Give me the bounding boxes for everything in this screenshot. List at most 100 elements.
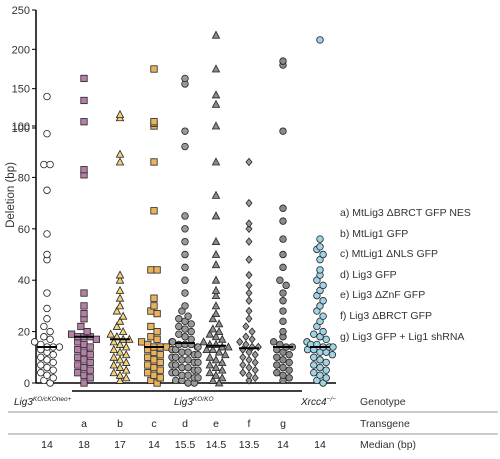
data-point-diamond bbox=[245, 306, 253, 316]
data-point-triangle bbox=[115, 285, 125, 294]
data-point-square bbox=[150, 363, 158, 372]
data-point-circle bbox=[316, 356, 324, 364]
data-points bbox=[30, 30, 337, 387]
data-point-circle bbox=[49, 358, 57, 367]
data-point-circle bbox=[316, 266, 324, 274]
data-point-triangle bbox=[221, 350, 230, 359]
data-point-circle bbox=[37, 361, 45, 369]
data-point-circle bbox=[285, 374, 293, 382]
data-point-square bbox=[144, 361, 152, 369]
data-point-triangle bbox=[217, 334, 227, 343]
data-point-circle bbox=[181, 276, 189, 284]
data-point-diamond bbox=[245, 355, 253, 365]
data-point-square bbox=[77, 322, 85, 331]
data-point-circle bbox=[279, 289, 287, 297]
data-point-triangle bbox=[211, 249, 221, 258]
data-point-circle bbox=[319, 297, 327, 305]
data-point-circle bbox=[316, 371, 324, 379]
data-point-triangle bbox=[211, 99, 221, 108]
legend: a) MtLig3 ΔBRCT GFP NES b) MtLig1 GFP c)… bbox=[340, 203, 498, 347]
data-point-triangle bbox=[211, 260, 221, 269]
data-point-circle bbox=[187, 327, 195, 336]
data-point-triangle bbox=[214, 326, 224, 336]
y-tick-label: 80 bbox=[18, 172, 30, 184]
y-tick-label: 20 bbox=[18, 327, 30, 339]
data-point-triangle bbox=[202, 344, 211, 353]
data-point-circle bbox=[178, 363, 186, 372]
data-point-circle bbox=[171, 369, 180, 377]
data-point-triangle bbox=[214, 319, 224, 328]
data-point-triangle bbox=[115, 362, 125, 371]
data-point-circle bbox=[279, 127, 287, 135]
median-cell: 14 bbox=[314, 439, 326, 451]
data-point-circle bbox=[181, 263, 189, 272]
data-point-circle bbox=[184, 371, 192, 379]
data-point-circle bbox=[184, 356, 192, 364]
data-point-square bbox=[156, 374, 164, 382]
data-point-circle bbox=[181, 225, 189, 233]
data-point-square bbox=[144, 353, 152, 361]
data-point-square bbox=[150, 371, 158, 379]
data-point-circle bbox=[316, 243, 324, 251]
data-point-circle bbox=[40, 333, 48, 341]
data-point-circle bbox=[175, 340, 183, 349]
data-point-triangle bbox=[211, 90, 221, 99]
data-point-circle bbox=[187, 335, 195, 344]
data-point-square bbox=[80, 118, 88, 126]
data-point-square bbox=[86, 351, 94, 359]
data-point-circle bbox=[279, 263, 287, 272]
data-point-square bbox=[80, 310, 88, 318]
data-point-triangle bbox=[224, 342, 233, 351]
data-point-square bbox=[80, 96, 88, 105]
data-point-square bbox=[86, 358, 94, 367]
data-point-triangle bbox=[115, 316, 125, 325]
data-point-diamond bbox=[245, 371, 253, 380]
data-point-circle bbox=[273, 361, 281, 369]
data-point-circle bbox=[319, 250, 327, 259]
data-point-square bbox=[150, 118, 158, 126]
data-point-triangle bbox=[211, 370, 221, 379]
data-point-circle bbox=[43, 289, 51, 297]
data-point-triangle bbox=[121, 357, 131, 366]
data-point-triangle bbox=[208, 375, 218, 384]
data-point-diamond bbox=[245, 363, 253, 372]
data-point-diamond bbox=[245, 270, 253, 280]
data-point-circle bbox=[181, 212, 189, 220]
y-tick-label: 100 bbox=[12, 123, 30, 135]
data-point-square bbox=[80, 371, 88, 379]
data-point-circle bbox=[43, 250, 51, 259]
data-point-triangle bbox=[121, 350, 131, 359]
legend-item-f: f) Lig3 ΔBRCT GFP bbox=[340, 309, 433, 322]
data-point-triangle bbox=[115, 157, 125, 166]
data-point-triangle bbox=[121, 342, 131, 351]
data-point-circle bbox=[279, 204, 287, 212]
data-point-circle bbox=[181, 302, 189, 310]
data-point-square bbox=[153, 310, 161, 318]
legend-item-d: d) Lig3 GFP bbox=[340, 268, 397, 281]
data-point-triangle bbox=[115, 347, 125, 356]
data-point-circle bbox=[322, 335, 330, 344]
data-point-circle bbox=[175, 322, 183, 331]
data-point-triangle bbox=[115, 149, 125, 158]
data-point-circle bbox=[171, 376, 180, 385]
y-tick-label: 200 bbox=[12, 44, 30, 56]
data-point-circle bbox=[279, 317, 287, 326]
data-point-triangle bbox=[109, 337, 119, 346]
legend-item-a: a) MtLig3 ΔBRCT GFP NES bbox=[340, 207, 471, 219]
transgene-cell: b bbox=[117, 418, 123, 430]
data-point-triangle bbox=[211, 64, 221, 73]
data-point-triangle bbox=[205, 329, 215, 338]
data-point-circle bbox=[178, 348, 186, 356]
data-point-diamond bbox=[245, 347, 253, 357]
data-point-triangle bbox=[208, 314, 218, 323]
data-point-circle bbox=[171, 361, 180, 369]
data-point-triangle bbox=[109, 352, 119, 361]
data-point-circle bbox=[43, 92, 51, 101]
data-point-circle bbox=[322, 374, 330, 382]
data-point-square bbox=[80, 348, 88, 356]
data-point-square bbox=[144, 369, 152, 377]
data-point-triangle bbox=[211, 285, 221, 294]
data-point-circle bbox=[194, 358, 202, 367]
data-point-triangle bbox=[109, 344, 119, 353]
